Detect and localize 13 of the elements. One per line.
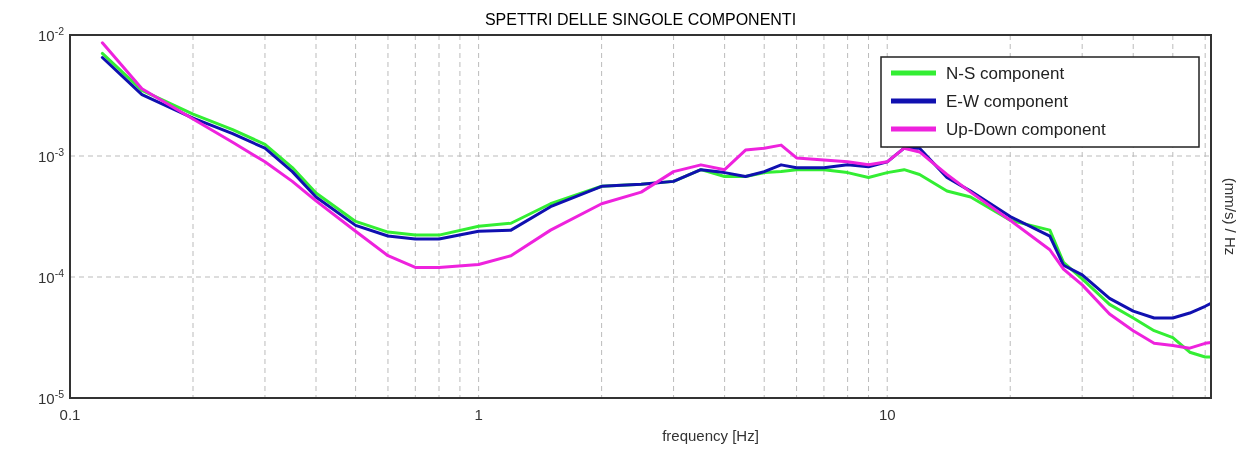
x-tick-label: 0.1 (59, 406, 81, 423)
x-axis-title: frequency [Hz] (662, 427, 759, 444)
y-tick-label: 10$^{-3}$ (37, 146, 65, 165)
chart-title: SPETTRI DELLE SINGOLE COMPONENTI (484, 11, 797, 28)
y-tick-label: 10$^{-5}$ (37, 388, 65, 407)
x-tick-label: 10 (878, 406, 896, 423)
y2-axis-title: (mm/s) / Hz (1222, 177, 1239, 256)
y-tick-label: 10$^{-2}$ (37, 25, 65, 44)
legend-label: Up-Down component (946, 120, 1106, 139)
y-tick-label: 10$^{-4}$ (37, 267, 65, 286)
legend-label: E-W component (946, 92, 1069, 111)
legend-label: N-S component (946, 64, 1065, 83)
x-tick-label: 1 (474, 406, 483, 423)
